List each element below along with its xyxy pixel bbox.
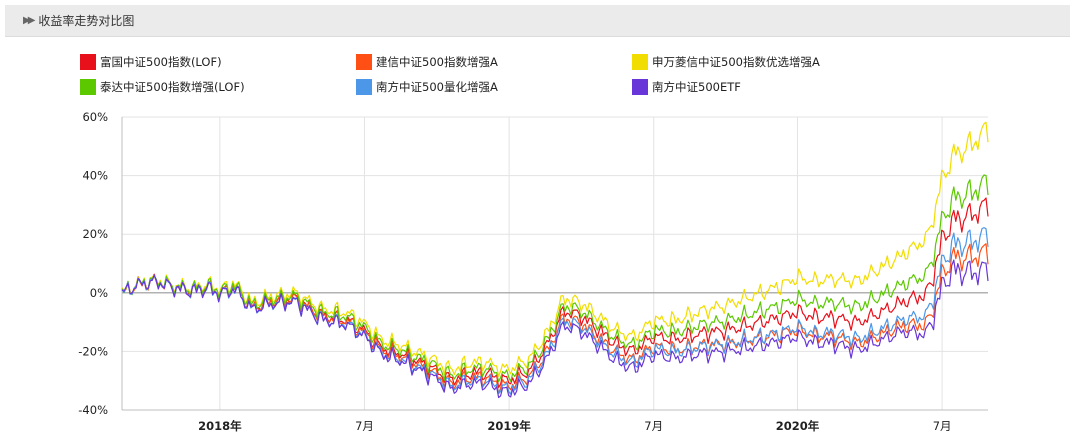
legend-swatch [80, 79, 96, 95]
legend-label: 南方中证500量化增强A [376, 80, 498, 94]
series-line [121, 243, 989, 394]
legend-swatch [632, 54, 648, 70]
chart-header: ▶▶ 收益率走势对比图 [5, 5, 1070, 37]
x-tick-label: 7月 [355, 419, 374, 433]
legend: 富国中证500指数(LOF) 建信中证500指数增强A 申万菱信中证500指数优选增… [80, 54, 980, 100]
series-line [121, 174, 989, 383]
y-tick-label: -40% [78, 403, 108, 417]
legend-item[interactable]: 南方中证500量化增强A [356, 79, 498, 95]
legend-swatch [80, 54, 96, 70]
legend-label: 南方中证500ETF [652, 80, 741, 94]
y-tick-label: 20% [82, 227, 108, 241]
legend-label: 建信中证500指数增强A [376, 55, 498, 69]
y-tick-label: 40% [82, 169, 108, 183]
legend-swatch [632, 79, 648, 95]
legend-label: 富国中证500指数(LOF) [100, 55, 222, 69]
legend-item[interactable]: 南方中证500ETF [632, 79, 741, 95]
legend-item[interactable]: 申万菱信中证500指数优选增强A [632, 54, 820, 70]
legend-label: 泰达中证500指数增强(LOF) [100, 80, 245, 94]
x-tick-label: 7月 [644, 419, 663, 433]
double-arrow-right-icon: ▶▶ [23, 15, 36, 26]
series-line [121, 227, 989, 395]
series-line [121, 259, 989, 399]
legend-swatch [356, 79, 372, 95]
series-line [121, 121, 989, 377]
legend-label: 申万菱信中证500指数优选增强A [652, 55, 820, 69]
x-tick-label: 2018年 [198, 419, 242, 433]
x-tick-label: 2019年 [487, 419, 531, 433]
legend-swatch [356, 54, 372, 70]
y-tick-label: 0% [90, 286, 108, 300]
y-tick-label: -20% [78, 344, 108, 358]
legend-item[interactable]: 建信中证500指数增强A [356, 54, 498, 70]
legend-item[interactable]: 泰达中证500指数增强(LOF) [80, 79, 245, 95]
chart-title: 收益率走势对比图 [38, 14, 135, 28]
x-tick-label: 7月 [933, 419, 952, 433]
legend-item[interactable]: 富国中证500指数(LOF) [80, 54, 222, 70]
x-tick-label: 2020年 [776, 419, 820, 433]
y-tick-label: 60% [82, 110, 108, 124]
